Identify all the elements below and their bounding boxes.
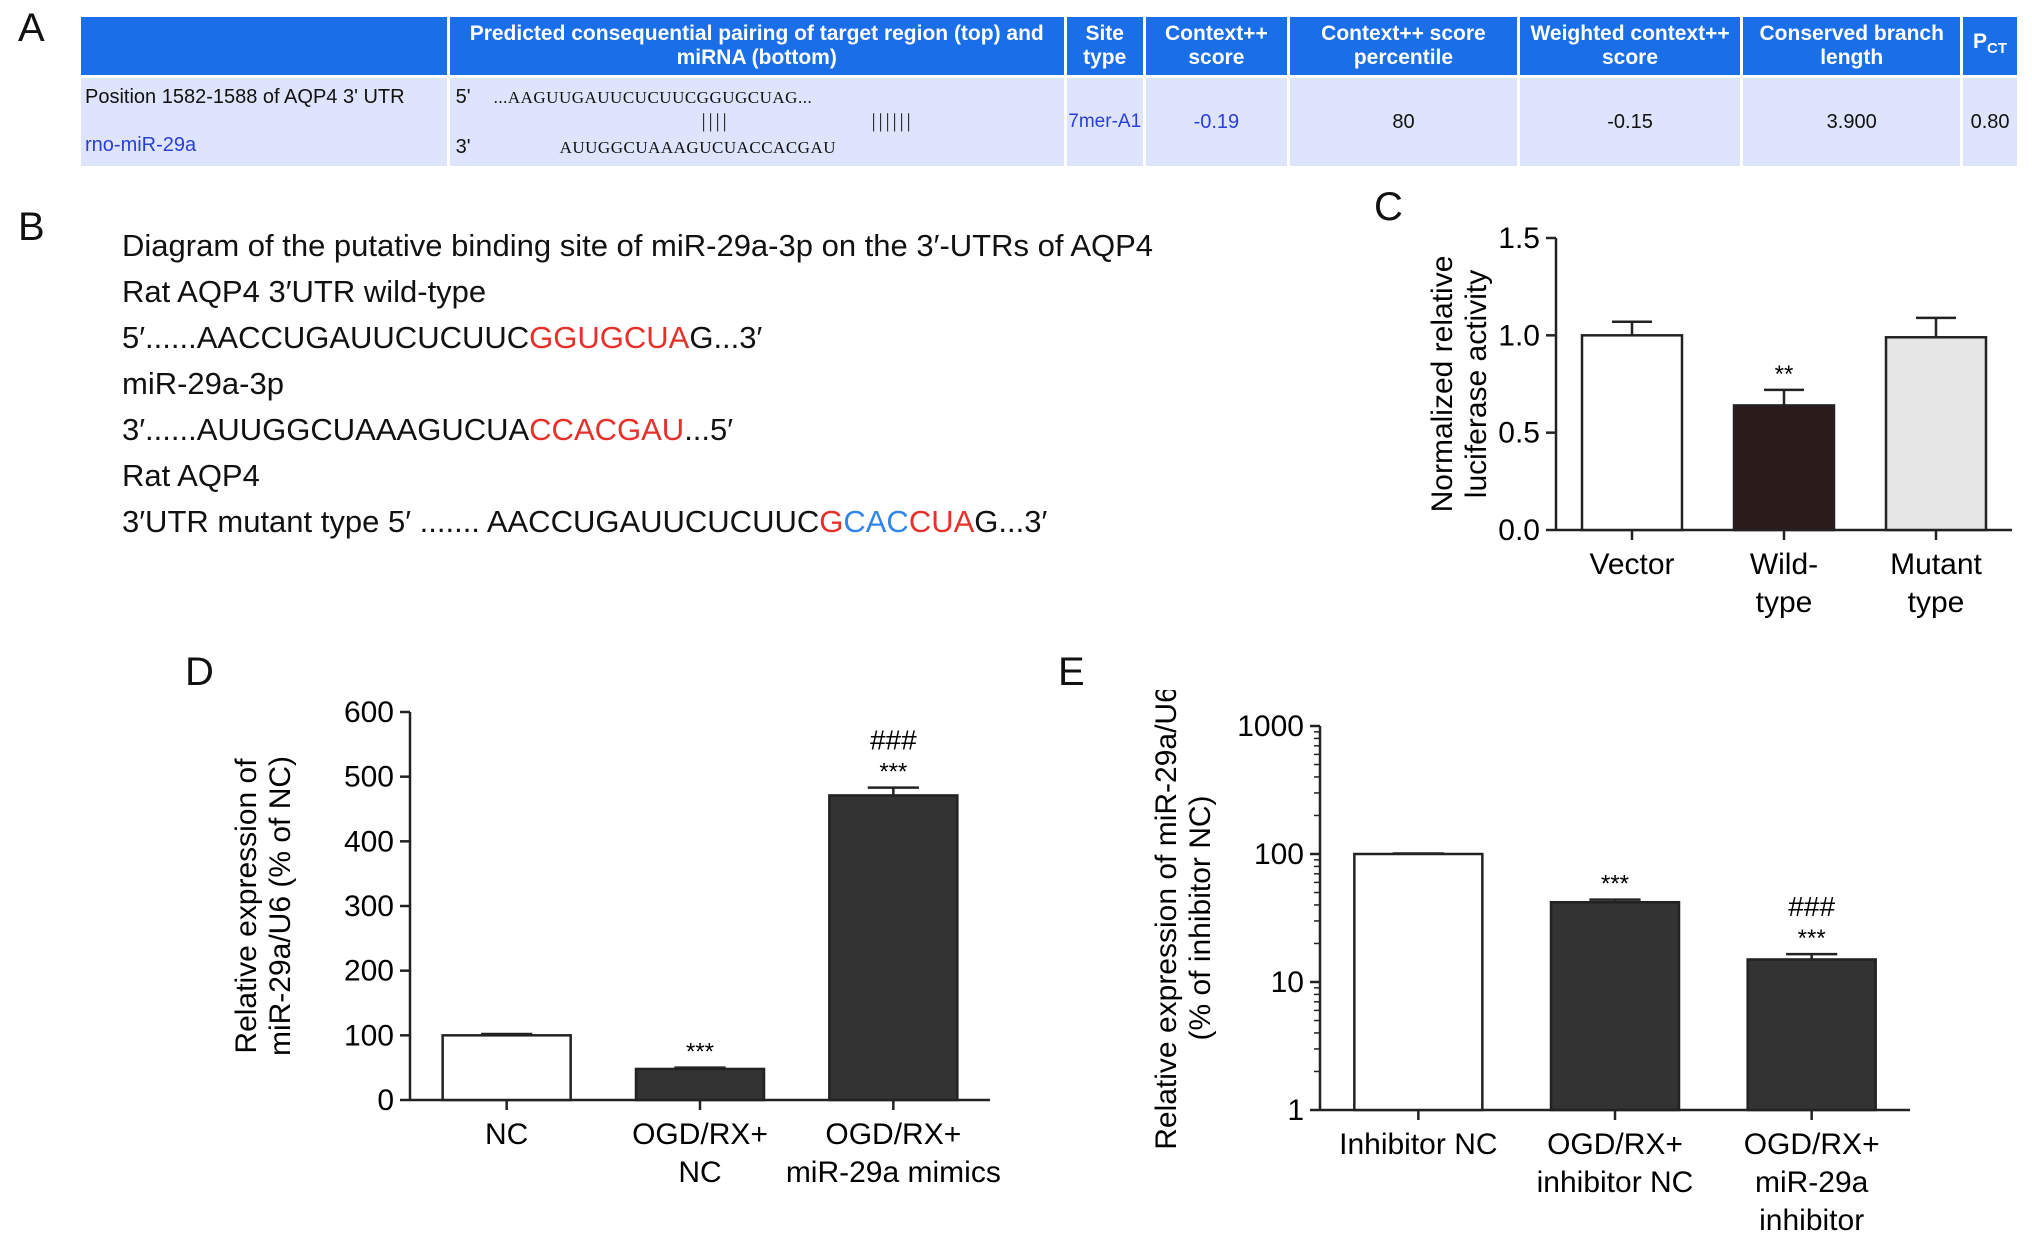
x-tick-label: OGD/RX+ [1744,1128,1880,1161]
y-tick-label: 300 [344,890,394,923]
weighted-cell: -0.15 [1519,78,1741,166]
mutant-label: Rat AQP4 [122,458,260,493]
table-header-site-type: Site type [1066,17,1143,75]
mutant-sequence: 3′UTR mutant type 5′ ....... AACCUGAUUCU… [122,504,1048,539]
mimics-expression-chart: 0 100 200 300 400 500 600 Relative expression o… [230,696,1001,1189]
site-type-cell[interactable]: 7mer-A1 [1066,78,1143,166]
x-tick-label: miR-29a [1755,1166,1869,1199]
table-header-percentile: Context++ score percentile [1290,17,1517,75]
context-score-cell: -0.19 [1145,78,1288,166]
y-tick-label: 0.5 [1498,417,1540,450]
panel-label-a: A [18,6,45,50]
mirna-sequence: AUUGGCUAAAGUCUACCACGAU [559,138,836,157]
wildtype-seed-region: GGUGCUA [529,320,690,355]
prime3-label: 3' [455,136,471,158]
bar [1884,336,1988,532]
x-tick-label: type [1908,586,1965,619]
y-tick-label: 10 [1271,966,1304,999]
y-axis-label: Relative expression of [230,758,263,1054]
percentile-cell: 80 [1290,78,1517,166]
y-tick-label: 1 [1287,1094,1304,1127]
x-tick-label: inhibitor NC [1537,1166,1694,1199]
x-tick-label: inhibitor [1759,1204,1864,1237]
significance-label: *** [1798,925,1826,952]
table-header-branch-length: Conserved branch length [1743,17,1961,75]
x-tick-label: type [1756,586,1813,619]
pairing-bars-2: |||||| [871,110,914,132]
bar [1549,900,1681,1112]
mutated-bases: CAC [843,504,909,539]
y-tick-label: 1.0 [1498,319,1540,352]
y-tick-label: 1.5 [1498,222,1540,255]
x-tick-label: NC [678,1156,721,1189]
y-tick-label: 100 [1254,838,1304,871]
x-tick-label: Wild- [1750,548,1818,581]
y-tick-label: 600 [344,696,394,729]
pairing-cell: 5' ...AAGUUGAUUCUCUUCGGUGCUAG... |||| ||… [449,78,1064,166]
y-tick-label: 200 [344,955,394,988]
significance-label: ### [1788,891,1835,922]
y-axis-label: miR-29a/U6 (% of NC) [264,756,297,1056]
panel-label-b: B [18,205,45,249]
x-tick-label: OGD/RX+ [632,1118,768,1151]
significance-label: *** [879,759,907,786]
mirna-seed-region: CCACGAU [529,412,685,447]
x-tick-label: NC [485,1118,528,1151]
x-tick-label: Inhibitor NC [1339,1128,1497,1161]
table-header-pct: PCT [1963,17,2017,75]
position-cell: Position 1582-1588 of AQP4 3' UTR rno-mi… [81,78,447,166]
position-text: Position 1582-1588 of AQP4 3' UTR [85,86,405,108]
bar [1732,404,1836,532]
y-tick-label: 500 [344,761,394,794]
branch-length-cell: 3.900 [1743,78,1961,166]
y-tick-label: 100 [344,1019,394,1052]
x-tick-label: OGD/RX+ [1547,1128,1683,1161]
significance-label: *** [686,1039,714,1066]
luciferase-chart: 0.0 0.5 1.0 1.5 Normalized relative luciferas… [1426,222,2012,619]
panel-label-e: E [1058,650,1085,694]
x-tick-label: miR-29a mimics [786,1156,1001,1189]
target-sequence: ...AAGUUGAUUCUCUUCGGUGCUAG... [493,88,813,107]
bar [1580,334,1684,532]
pct-cell: 0.80 [1963,78,2017,166]
mirna-label: miR-29a-3p [122,366,284,401]
wildtype-label: Rat AQP4 3′UTR wild-type [122,274,487,309]
x-tick-label: Vector [1589,548,1674,581]
y-axis-label: (% of inhibitor NC) [1184,795,1217,1040]
table-header-position [81,17,447,75]
prime5-label: 5' [455,86,471,108]
y-axis-label: Normalized relative [1426,256,1459,513]
mirna-link[interactable]: rno-miR-29a [85,134,197,156]
binding-diagram-title: Diagram of the putative binding site of … [122,228,1154,263]
y-tick-label: 1000 [1237,710,1304,743]
y-tick-label: 0 [377,1084,394,1117]
wildtype-sequence: 5′......AACCUGAUUCUCUUCGGUGCUAG...3′ [122,320,763,355]
bar [1746,958,1877,1112]
y-tick-label: 400 [344,825,394,858]
table-header-row: Predicted consequential pairing of targe… [81,17,2017,75]
table-header-pairing: Predicted consequential pairing of targe… [449,17,1064,75]
panel-label-c: C [1374,185,1403,229]
significance-label: ** [1775,361,1794,388]
x-tick-label: Mutant [1890,548,1982,581]
significance-label: ### [870,725,917,756]
y-axis-label: luciferase activity [1460,270,1493,498]
y-axis-label: Relative expression of miR-29a/U6 [1150,690,1183,1150]
table-header-context-score: Context++ score [1145,17,1288,75]
pairing-bars-1: |||| [701,110,730,132]
bar [828,794,959,1102]
table-row: Position 1582-1588 of AQP4 3' UTR rno-mi… [81,78,2017,166]
inhibitor-expression-chart: 1 10 100 1000 Relative expression of miR-29a… [1150,690,1910,1237]
panel-label-d: D [185,650,214,694]
bar [441,1034,572,1102]
x-tick-label: OGD/RX+ [825,1118,961,1151]
table-header-weighted: Weighted context++ score [1519,17,1741,75]
mirna-sequence-b: 3′......AUUGGCUAAAGUCUACCACGAU...5′ [122,412,734,447]
targetscan-table: Predicted consequential pairing of targe… [78,14,2020,169]
y-tick-label: 0.0 [1498,514,1540,547]
significance-label: *** [1601,871,1629,898]
bar [634,1067,766,1102]
bar [1353,852,1484,1112]
